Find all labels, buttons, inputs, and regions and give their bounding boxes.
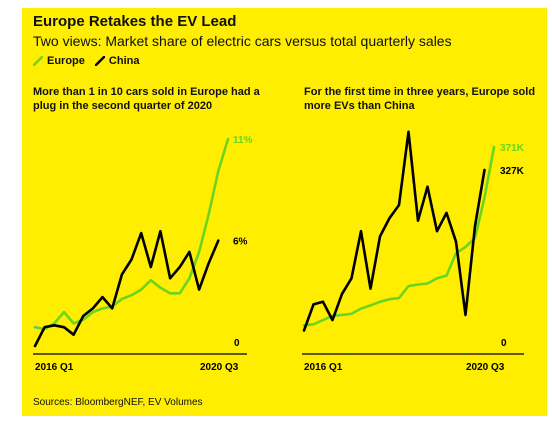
- page-subtitle: Two views: Market share of electric cars…: [33, 33, 452, 49]
- right-end-label-europe: 371K: [500, 143, 525, 154]
- left-series-line-europe: [33, 137, 230, 331]
- left-series-line-china: [33, 229, 220, 348]
- right-x-tick-label-start: 2016 Q1: [304, 362, 343, 373]
- chart-panel: Europe Retakes the EV Lead Two views: Ma…: [22, 8, 547, 416]
- legend-swatch-europe: [33, 56, 43, 66]
- legend-item-china: China: [94, 55, 140, 67]
- legend-label-china: China: [108, 55, 140, 67]
- right-chart-title: For the first time in three years, Europ…: [304, 86, 536, 112]
- left-x-tick-label-start: 2016 Q1: [35, 362, 74, 373]
- market-share-chart: 0 2016 Q1 2020 Q3 11% 6%: [33, 135, 253, 373]
- left-end-label-china: 6%: [233, 237, 248, 248]
- legend-label-europe: Europe: [47, 55, 85, 67]
- quarterly-sales-chart: 0 2016 Q1 2020 Q3 371K 327K: [302, 130, 525, 373]
- left-x-tick-label-end: 2020 Q3: [200, 362, 239, 373]
- legend-swatch-china: [94, 56, 105, 66]
- left-chart-title: More than 1 in 10 cars sold in Europe ha…: [33, 86, 260, 112]
- page-title: Europe Retakes the EV Lead: [33, 13, 237, 30]
- right-x-tick-label-end: 2020 Q3: [466, 362, 505, 373]
- legend-item-europe: Europe: [33, 55, 85, 67]
- right-y-zero-label: 0: [501, 338, 507, 349]
- legend: Europe China: [33, 55, 149, 67]
- left-y-zero-label: 0: [234, 338, 240, 349]
- right-series-line-europe: [302, 145, 496, 327]
- right-series-line-china: [302, 130, 486, 332]
- right-end-label-china: 327K: [500, 166, 525, 177]
- source-note: Sources: BloombergNEF, EV Volumes: [33, 397, 203, 408]
- left-end-label-europe: 11%: [233, 135, 253, 146]
